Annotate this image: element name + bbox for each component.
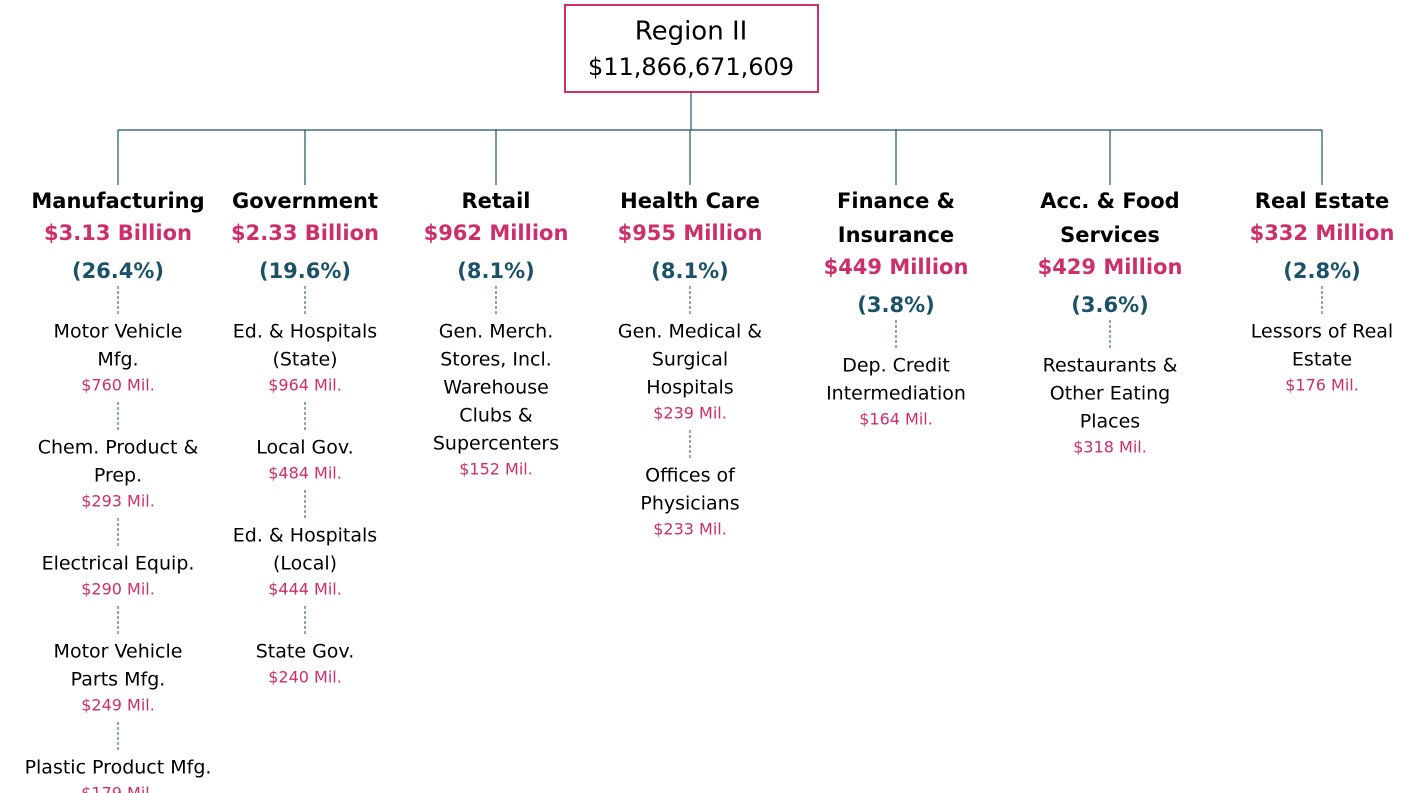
sector-share: (3.8%) [857, 293, 934, 317]
sub-name: Motor Vehicle [54, 321, 183, 343]
sector-share: (26.4%) [72, 259, 164, 283]
sub-name: Supercenters [433, 433, 559, 455]
sub-name: Ed. & Hospitals [233, 321, 377, 343]
root-label: Region II [635, 17, 748, 47]
sector-amount: $955 Million [618, 221, 763, 245]
sub-name: Other Eating [1050, 383, 1170, 405]
sector-amount: $429 Million [1038, 255, 1183, 279]
sub-name: (Local) [273, 553, 337, 575]
sub-name: Hospitals [646, 377, 733, 399]
sector-amount: $2.33 Billion [231, 221, 379, 245]
sub-name: Motor Vehicle [54, 641, 183, 663]
sub-name: Gen. Merch. [439, 321, 554, 343]
sub-name: Local Gov. [256, 437, 353, 459]
root-value: $11,866,671,609 [588, 53, 794, 81]
root-box [564, 4, 819, 93]
sub-name: Parts Mfg. [71, 669, 166, 691]
sub-amount: $249 Mil. [81, 696, 155, 715]
sub-amount: $760 Mil. [81, 376, 155, 395]
sector-name: Retail [461, 189, 530, 213]
sub-name: Stores, Incl. [440, 349, 552, 371]
sub-name: Clubs & [459, 405, 533, 427]
sector-amount: $332 Million [1250, 221, 1395, 245]
sector-name: Acc. & Food [1040, 189, 1179, 213]
sector-share: (8.1%) [457, 259, 534, 283]
sub-amount: $164 Mil. [859, 410, 933, 429]
sub-name: Dep. Credit [842, 355, 950, 377]
sector-share: (8.1%) [651, 259, 728, 283]
sub-amount: $484 Mil. [268, 464, 342, 483]
sub-name: Physicians [640, 493, 739, 515]
sector-share: (2.8%) [1283, 259, 1360, 283]
sub-name: (State) [272, 349, 337, 371]
sub-amount: $239 Mil. [653, 404, 727, 423]
sub-name: Electrical Equip. [42, 553, 195, 575]
sector-name: Health Care [620, 189, 760, 213]
sub-name: Restaurants & [1043, 355, 1178, 377]
sub-name: Intermediation [826, 383, 966, 405]
sub-amount: $240 Mil. [268, 668, 342, 687]
sub-amount: $233 Mil. [653, 520, 727, 539]
sector-name: Finance & [837, 189, 955, 213]
sector-amount: $3.13 Billion [44, 221, 192, 245]
sub-name: Plastic Product Mfg. [25, 757, 212, 779]
sub-name: Lessors of Real [1251, 321, 1393, 343]
sub-amount: $293 Mil. [81, 492, 155, 511]
sector-share: (19.6%) [259, 259, 351, 283]
sub-name: Warehouse [443, 377, 549, 399]
sub-name: Chem. Product & [38, 437, 199, 459]
sub-name: Estate [1292, 349, 1352, 371]
sub-amount: $152 Mil. [459, 460, 533, 479]
sub-amount: $290 Mil. [81, 580, 155, 599]
sub-name: Places [1080, 411, 1140, 433]
sector-name: Government [232, 189, 378, 213]
sub-name: Mfg. [97, 349, 138, 371]
sub-amount: $318 Mil. [1073, 438, 1147, 457]
sub-name: Gen. Medical & [618, 321, 762, 343]
sector-amount: $962 Million [424, 221, 569, 245]
sector-amount: $449 Million [824, 255, 969, 279]
sector-name: Services [1060, 223, 1160, 247]
sub-name: Ed. & Hospitals [233, 525, 377, 547]
sector-name: Insurance [838, 223, 954, 247]
sub-amount: $176 Mil. [1285, 376, 1359, 395]
sub-name: Prep. [94, 465, 142, 487]
sub-name: Offices of [645, 465, 736, 487]
sub-amount: $964 Mil. [268, 376, 342, 395]
sub-amount: $444 Mil. [268, 580, 342, 599]
sub-name: State Gov. [256, 641, 355, 663]
sector-name: Real Estate [1255, 189, 1389, 213]
sector-name: Manufacturing [31, 189, 204, 213]
sector-share: (3.6%) [1071, 293, 1148, 317]
sub-name: Surgical [652, 349, 728, 371]
sub-amount: $179 Mil. [81, 784, 155, 793]
